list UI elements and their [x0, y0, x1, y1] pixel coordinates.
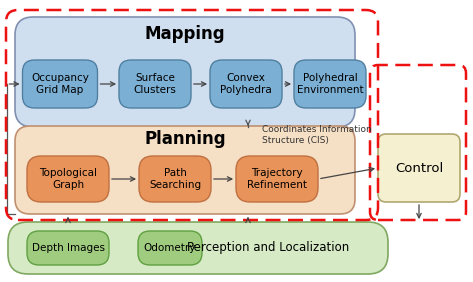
Text: Perception and Localization: Perception and Localization — [187, 241, 349, 254]
FancyBboxPatch shape — [236, 156, 318, 202]
FancyBboxPatch shape — [294, 60, 366, 108]
Text: Convex
Polyhedra: Convex Polyhedra — [220, 73, 272, 95]
FancyBboxPatch shape — [27, 231, 109, 265]
Text: Path
Searching: Path Searching — [149, 168, 201, 190]
FancyBboxPatch shape — [119, 60, 191, 108]
FancyBboxPatch shape — [8, 222, 388, 274]
Text: Occupancy
Grid Map: Occupancy Grid Map — [31, 73, 89, 95]
Text: Control: Control — [395, 162, 443, 175]
FancyBboxPatch shape — [139, 156, 211, 202]
Text: Trajectory
Refinement: Trajectory Refinement — [247, 168, 307, 190]
FancyBboxPatch shape — [378, 134, 460, 202]
Text: Topological
Graph: Topological Graph — [39, 168, 97, 190]
FancyBboxPatch shape — [210, 60, 282, 108]
Text: Polyhedral
Environment: Polyhedral Environment — [297, 73, 363, 95]
Text: Mapping: Mapping — [145, 25, 225, 43]
FancyBboxPatch shape — [15, 126, 355, 214]
Text: Depth Images: Depth Images — [32, 243, 105, 253]
Text: Odometry: Odometry — [144, 243, 196, 253]
FancyBboxPatch shape — [23, 60, 97, 108]
FancyBboxPatch shape — [138, 231, 202, 265]
Text: Planning: Planning — [144, 130, 226, 148]
Text: Surface
Clusters: Surface Clusters — [133, 73, 176, 95]
FancyBboxPatch shape — [27, 156, 109, 202]
Text: Coordinates Information
Structure (CIS): Coordinates Information Structure (CIS) — [262, 125, 372, 145]
FancyBboxPatch shape — [15, 17, 355, 127]
